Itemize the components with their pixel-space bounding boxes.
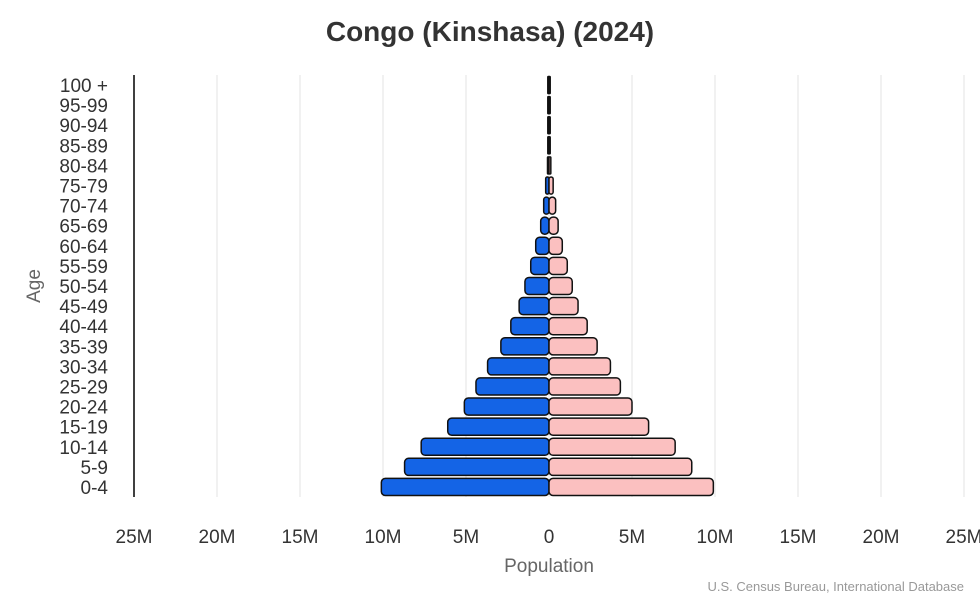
female-bar-5-9 [548,457,693,477]
female-bar-65-69 [548,216,559,236]
female-bar-80-84 [548,156,552,175]
y-tick-label: 70-74 [59,197,108,218]
female-bar-60-64 [548,236,564,256]
y-tick-label: 90-94 [59,116,108,137]
female-bar-90-94 [548,115,551,135]
y-tick-label: 75-79 [59,177,108,198]
female-bar-20-24 [548,397,633,416]
x-tick-label: 15M [282,527,319,548]
y-tick-label: 15-19 [59,418,108,439]
x-tick-label: 5M [619,527,645,548]
source-credit: U.S. Census Bureau, International Databa… [707,579,964,594]
male-bar-30-34 [486,357,550,376]
female-bar-45-49 [548,296,579,316]
female-bar-25-29 [548,377,622,396]
x-tick-labels: 25M 20M 15M 10M 5M 0 5M 10M 15M 20M 25M [116,527,980,548]
x-tick-label: 0 [544,527,555,548]
y-tick-label: 10-14 [59,438,108,459]
male-bar-35-39 [500,336,550,356]
y-tick-label: 35-39 [59,337,108,358]
male-bar-55-59 [529,256,550,276]
x-tick-label: 20M [199,527,236,548]
male-bar-5-9 [403,457,550,477]
male-bar-45-49 [518,296,550,316]
y-tick-label: 0-4 [81,478,109,499]
female-bar-50-54 [548,276,573,296]
y-tick-label: 95-99 [59,96,108,117]
female-bar-55-59 [548,256,569,276]
y-tick-label: 30-34 [59,357,108,378]
x-tick-label: 20M [863,527,900,548]
y-tick-label: 65-69 [59,217,108,238]
y-tick-label: 55-59 [59,257,108,278]
female-bar-15-19 [548,417,650,436]
female-bar-75-79 [548,176,554,195]
x-tick-label: 25M [116,527,153,548]
female-bar-40-44 [548,316,588,336]
x-tick-label: 10M [365,527,402,548]
male-bar-65-69 [539,216,550,236]
y-tick-label: 60-64 [59,237,108,258]
female-bar-0-4 [548,477,715,497]
y-tick-labels: 0-45-910-1415-1920-2425-2930-3435-3940-4… [59,76,108,499]
y-tick-label: 20-24 [59,398,108,419]
x-tick-label: 15M [780,527,817,548]
y-tick-label: 45-49 [59,297,108,318]
female-bar-35-39 [548,336,598,356]
female-bar-100 [548,75,551,95]
y-tick-label: 80-84 [59,156,108,177]
y-axis-label: Age [24,269,45,303]
y-tick-label: 25-29 [59,377,108,398]
x-tick-label: 25M [946,527,980,548]
y-tick-label: 5-9 [81,458,108,479]
y-tick-label: 50-54 [59,277,108,298]
male-bar-50-54 [524,276,550,296]
male-bar-25-29 [475,377,550,396]
x-tick-label: 5M [453,527,479,548]
female-bar-10-14 [548,437,676,457]
male-bar-0-4 [380,477,550,497]
male-bar-20-24 [463,397,550,416]
male-bar-70-74 [542,196,550,215]
female-bar-70-74 [548,196,557,215]
x-tick-label: 10M [697,527,734,548]
female-bar-85-89 [548,136,551,155]
y-tick-label: 85-89 [59,136,108,157]
male-bar-10-14 [420,437,550,457]
male-bar-15-19 [446,417,550,436]
x-axis-label: Population [504,556,594,577]
y-tick-label: 40-44 [59,317,108,338]
female-bar-30-34 [548,357,612,376]
y-tick-label: 100 + [60,76,108,97]
bars [380,75,715,497]
male-bar-40-44 [510,316,550,336]
male-bar-60-64 [534,236,550,256]
chart-title: Congo (Kinshasa) (2024) [326,16,654,47]
female-bar-95-99 [548,95,551,115]
